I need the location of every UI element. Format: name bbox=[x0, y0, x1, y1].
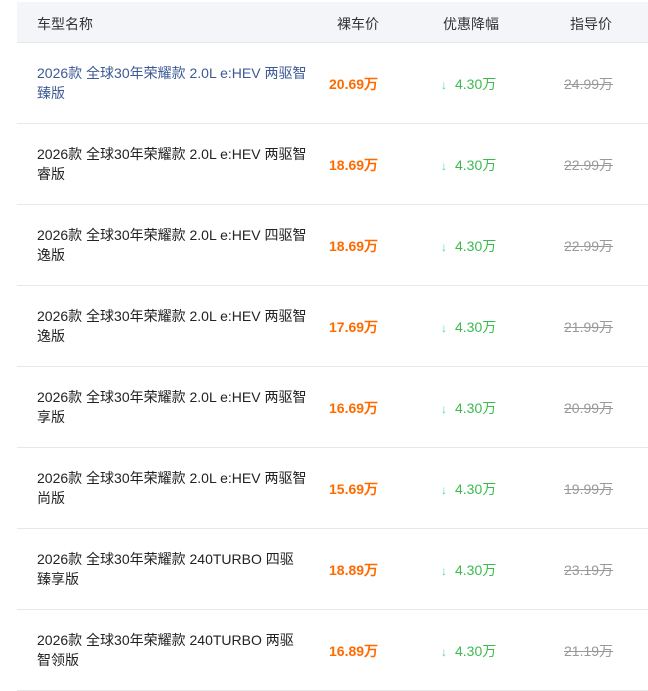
car-model-link[interactable]: 2026款 全球30年荣耀款 2.0L e:HEV 四驱智逸版 bbox=[37, 227, 307, 263]
arrow-down-icon: ↓ bbox=[441, 402, 447, 416]
bare-price: 16.69万 bbox=[329, 400, 379, 416]
discount: ↓ 4.30万 bbox=[441, 236, 496, 256]
arrow-down-icon: ↓ bbox=[441, 645, 447, 659]
bare-price: 18.69万 bbox=[329, 238, 379, 254]
discount-value: 4.30万 bbox=[455, 157, 497, 173]
discount-value: 4.30万 bbox=[455, 643, 497, 659]
car-model-link[interactable]: 2026款 全球30年荣耀款 240TURBO 两驱智领版 bbox=[37, 632, 294, 668]
guide-price: 24.99万 bbox=[564, 76, 614, 92]
discount: ↓ 4.30万 bbox=[441, 155, 496, 175]
car-model-link[interactable]: 2026款 全球30年荣耀款 240TURBO 四驱臻享版 bbox=[37, 551, 294, 587]
arrow-down-icon: ↓ bbox=[441, 159, 447, 173]
table-row[interactable]: 2026款 全球30年荣耀款 2.0L e:HEV 两驱智享版 16.69万 ↓ 4.… bbox=[17, 367, 648, 448]
car-model-link[interactable]: 2026款 全球30年荣耀款 2.0L e:HEV 两驱智逸版 bbox=[37, 308, 307, 344]
bare-price: 20.69万 bbox=[329, 76, 379, 92]
car-model-link[interactable]: 2026款 全球30年荣耀款 2.0L e:HEV 两驱智睿版 bbox=[37, 146, 307, 182]
bare-price: 18.69万 bbox=[329, 157, 379, 173]
table-row[interactable]: 2026款 全球30年荣耀款 240TURBO 四驱臻享版 18.89万 ↓ 4.30… bbox=[17, 529, 648, 610]
price-table: 车型名称 裸车价 优惠降幅 指导价 2026款 全球30年荣耀款 2.0L e:… bbox=[17, 2, 648, 691]
table-header: 车型名称 裸车价 优惠降幅 指导价 bbox=[17, 2, 648, 43]
guide-price: 21.19万 bbox=[564, 643, 614, 659]
table-row[interactable]: 2026款 全球30年荣耀款 2.0L e:HEV 两驱智逸版 17.69万 ↓ 4.… bbox=[17, 286, 648, 367]
car-model-link[interactable]: 2026款 全球30年荣耀款 2.0L e:HEV 两驱智享版 bbox=[37, 389, 307, 425]
table-row[interactable]: 2026款 全球30年荣耀款 2.0L e:HEV 两驱智臻版 20.69万 ↓ 4.… bbox=[17, 43, 648, 124]
arrow-down-icon: ↓ bbox=[441, 78, 447, 92]
arrow-down-icon: ↓ bbox=[441, 564, 447, 578]
table-row[interactable]: 2026款 全球30年荣耀款 2.0L e:HEV 两驱智睿版 18.69万 ↓ 4.… bbox=[17, 124, 648, 205]
discount: ↓ 4.30万 bbox=[441, 641, 496, 661]
bare-price: 18.89万 bbox=[329, 562, 379, 578]
guide-price: 20.99万 bbox=[564, 400, 614, 416]
guide-price: 21.99万 bbox=[564, 319, 614, 335]
discount: ↓ 4.30万 bbox=[441, 74, 496, 94]
header-price: 裸车价 bbox=[337, 16, 379, 32]
table-row[interactable]: 2026款 全球30年荣耀款 240TURBO 两驱智领版 16.89万 ↓ 4.30… bbox=[17, 610, 648, 691]
header-discount: 优惠降幅 bbox=[443, 16, 499, 32]
discount: ↓ 4.30万 bbox=[441, 317, 496, 337]
arrow-down-icon: ↓ bbox=[441, 483, 447, 497]
bare-price: 15.69万 bbox=[329, 481, 379, 497]
header-name: 车型名称 bbox=[37, 16, 93, 32]
arrow-down-icon: ↓ bbox=[441, 321, 447, 335]
header-guide: 指导价 bbox=[570, 16, 612, 32]
discount: ↓ 4.30万 bbox=[441, 560, 496, 580]
table-row[interactable]: 2026款 全球30年荣耀款 2.0L e:HEV 四驱智逸版 18.69万 ↓ 4.… bbox=[17, 205, 648, 286]
discount-value: 4.30万 bbox=[455, 400, 497, 416]
table-row[interactable]: 2026款 全球30年荣耀款 2.0L e:HEV 两驱智尚版 15.69万 ↓ 4.… bbox=[17, 448, 648, 529]
discount-value: 4.30万 bbox=[455, 76, 497, 92]
discount-value: 4.30万 bbox=[455, 481, 497, 497]
discount: ↓ 4.30万 bbox=[441, 479, 496, 499]
guide-price: 23.19万 bbox=[564, 562, 614, 578]
discount-value: 4.30万 bbox=[455, 238, 497, 254]
discount-value: 4.30万 bbox=[455, 319, 497, 335]
bare-price: 16.89万 bbox=[329, 643, 379, 659]
guide-price: 19.99万 bbox=[564, 481, 614, 497]
arrow-down-icon: ↓ bbox=[441, 240, 447, 254]
guide-price: 22.99万 bbox=[564, 157, 614, 173]
car-model-link[interactable]: 2026款 全球30年荣耀款 2.0L e:HEV 两驱智臻版 bbox=[37, 65, 307, 101]
guide-price: 22.99万 bbox=[564, 238, 614, 254]
car-model-link[interactable]: 2026款 全球30年荣耀款 2.0L e:HEV 两驱智尚版 bbox=[37, 470, 307, 506]
bare-price: 17.69万 bbox=[329, 319, 379, 335]
discount-value: 4.30万 bbox=[455, 562, 497, 578]
discount: ↓ 4.30万 bbox=[441, 398, 496, 418]
